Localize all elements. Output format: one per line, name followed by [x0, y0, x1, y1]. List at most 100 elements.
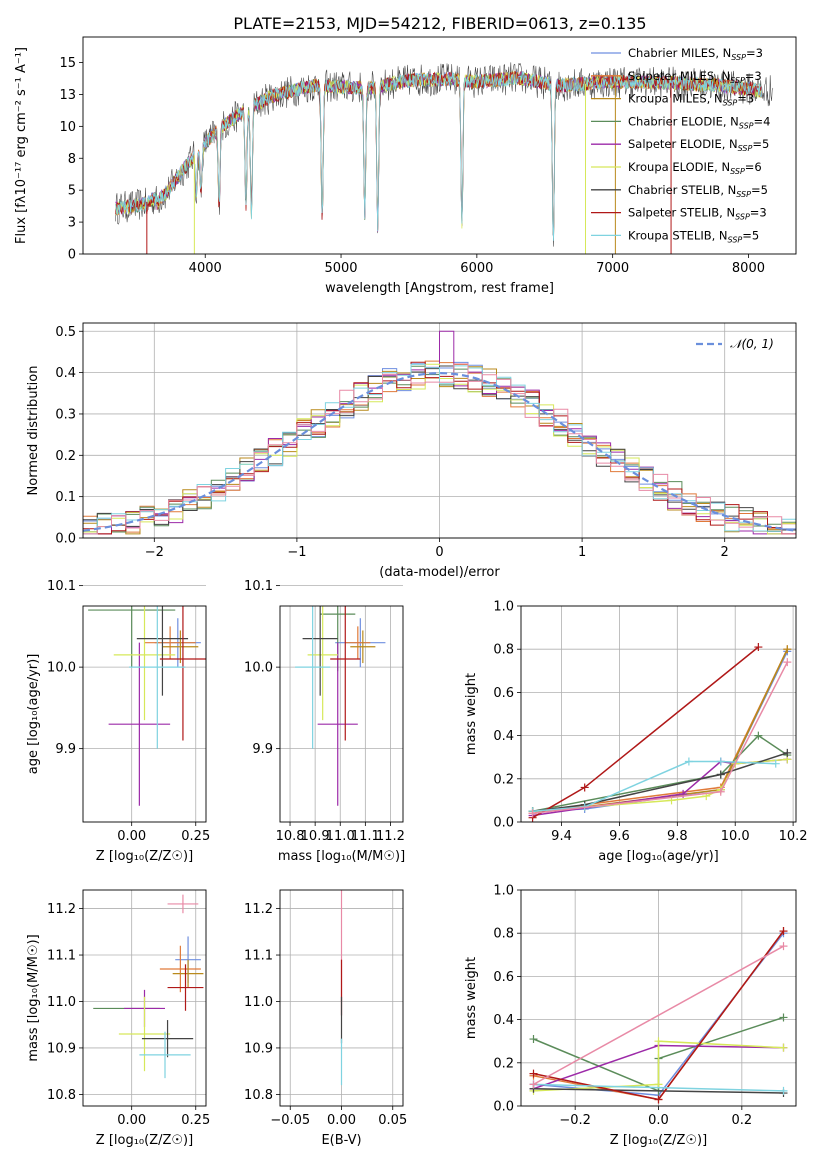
- x-tick-label: 4000: [189, 261, 222, 276]
- series-marker: [529, 1035, 538, 1044]
- y-tick-label: 15: [59, 56, 76, 71]
- x-tick-label: 0.0: [648, 1113, 669, 1128]
- series-marker: [754, 643, 763, 652]
- x-tick-label: 5000: [324, 261, 357, 276]
- y-tick-label: 10.1: [47, 579, 76, 594]
- series-marker: [783, 645, 792, 654]
- y-axis-label: mass weight: [464, 673, 479, 755]
- series-marker: [529, 1080, 538, 1089]
- series-marker: [779, 1086, 788, 1095]
- x-tick-label: 9.8: [667, 829, 688, 844]
- x-tick-label: 9.6: [609, 829, 630, 844]
- axes-frame: [82, 605, 207, 823]
- series-marker: [716, 757, 725, 766]
- spectrum-line: [115, 70, 763, 235]
- axes-frame: [279, 889, 404, 1107]
- plot-area: [528, 643, 792, 822]
- y-tick-label: 10.9: [244, 1041, 273, 1056]
- y-tick-label: 0.4: [493, 1013, 514, 1028]
- x-tick-label: 0.25: [181, 1113, 210, 1128]
- y-tick-label: 11.1: [244, 949, 273, 964]
- legend-label: Salpeter ELODIE, NSSP=5: [628, 137, 769, 153]
- y-tick-label: 0.2: [493, 772, 514, 787]
- x-tick-label: 11.0: [326, 829, 355, 844]
- x-tick-label: 7000: [596, 261, 629, 276]
- y-tick-label: 0.2: [55, 449, 76, 464]
- x-tick-label: 11.1: [351, 829, 380, 844]
- axes-frame: [82, 36, 797, 255]
- y-tick-label: 11.0: [244, 995, 273, 1010]
- x-axis-label: E(B-V): [321, 1133, 361, 1148]
- y-tick-label: 0.8: [493, 927, 514, 942]
- series-marker: [779, 1013, 788, 1022]
- y-tick-label: 11.2: [244, 902, 273, 917]
- panel-age_vs_Z: 0.00 0.25 9.9 10.0 10.1 Z [log₁₀(Z/Z☉)] age [l…: [26, 579, 210, 864]
- x-tick-label: 9.4: [551, 829, 572, 844]
- normal-curve: [83, 371, 796, 532]
- y-tick-label: 0.6: [493, 686, 514, 701]
- x-tick-label: 0: [435, 545, 443, 560]
- y-tick-label: 9.9: [55, 742, 76, 757]
- panel-massweight_vs_Z: −0.2 0.0 0.2 0.0 0.2 0.4 0.6 0.8 1.0 Z [log₁₀(Z/Z…: [464, 884, 797, 1148]
- series-marker: [783, 658, 792, 667]
- series-marker: [779, 1043, 788, 1052]
- y-tick-label: 0.4: [493, 729, 514, 744]
- x-tick-label: 8000: [732, 261, 765, 276]
- series-marker: [754, 731, 763, 740]
- x-tick-label: 10.8: [276, 829, 305, 844]
- axes-frame: [520, 889, 797, 1107]
- axes-frame: [520, 605, 797, 823]
- plot-area: [88, 606, 206, 806]
- figure-title: PLATE=2153, MJD=54212, FIBERID=0613, z=0…: [233, 14, 646, 33]
- plot-area: [295, 606, 386, 806]
- x-tick-label: −2: [145, 545, 164, 560]
- y-tick-label: 11.1: [47, 949, 76, 964]
- x-tick-label: 10.2: [779, 829, 808, 844]
- spectrum-line: [115, 71, 763, 241]
- plot-area: [115, 62, 774, 254]
- x-tick-label: −1: [287, 545, 306, 560]
- x-tick-label: 1: [578, 545, 586, 560]
- x-tick-label: 0.05: [378, 1113, 407, 1128]
- axes-frame: [82, 322, 797, 539]
- series-marker: [684, 757, 693, 766]
- x-axis-label: (data-model)/error: [379, 565, 500, 580]
- y-axis-label: mass weight: [464, 957, 479, 1039]
- legend-label: Salpeter STELIB, NSSP=3: [628, 206, 767, 222]
- series-marker: [716, 770, 725, 779]
- x-axis-label: Z [log₁₀(Z/Z☉)]: [96, 1133, 193, 1148]
- y-tick-label: 3: [68, 216, 76, 231]
- x-axis-label: wavelength [Angstrom, rest frame]: [325, 281, 554, 296]
- y-tick-label: 10.0: [244, 661, 273, 676]
- y-tick-label: 13: [59, 88, 76, 103]
- series-line: [532, 661, 788, 815]
- x-tick-label: 0.25: [181, 829, 210, 844]
- panel-age_vs_mass: 10.810.911.011.111.2 9.9 10.0 10.1 mass [log…: [244, 579, 405, 864]
- x-tick-label: 0.00: [327, 1113, 356, 1128]
- y-axis-label: Flux [fλ10⁻¹⁷ erg cm⁻² s⁻¹ A⁻¹]: [14, 47, 29, 244]
- plot-area: [83, 330, 796, 538]
- y-tick-label: 10.8: [47, 1088, 76, 1103]
- series-marker: [654, 1095, 663, 1104]
- series-marker: [529, 1069, 538, 1078]
- panel-residuals: −2 −1 0 1 2 0.0 0.1 0.2 0.3 0.4 0.5 (data-model)/er…: [26, 322, 797, 580]
- series-marker: [654, 1037, 663, 1046]
- panel-mass_vs_ebv: −0.05 0.00 0.05 10.8 10.9 11.0 11.1 11.2 E(B-V): [244, 889, 407, 1148]
- x-axis-label: Z [log₁₀(Z/Z☉)]: [610, 1133, 707, 1148]
- y-tick-label: 11.0: [47, 995, 76, 1010]
- series-marker: [779, 927, 788, 936]
- x-tick-label: 10.9: [301, 829, 330, 844]
- axes-frame: [82, 889, 207, 1107]
- panel-mass_vs_Z: 0.00 0.25 10.8 10.9 11.0 11.1 11.2 Z [log₁₀(Z/Z…: [26, 889, 210, 1148]
- y-tick-label: 0.2: [493, 1056, 514, 1071]
- series-line: [533, 1040, 784, 1092]
- y-tick-label: 0.8: [493, 643, 514, 658]
- series-line: [532, 752, 788, 812]
- series-marker: [528, 809, 537, 818]
- y-tick-label: 0.1: [55, 490, 76, 505]
- y-axis-label: age [log₁₀(age/yr)]: [26, 654, 41, 775]
- legend-label: Salpeter MILES, NSSP=3: [628, 69, 762, 85]
- series-line: [533, 945, 784, 1086]
- legend-label: 𝒩(0, 1): [730, 337, 774, 351]
- x-tick-label: −0.05: [270, 1113, 310, 1128]
